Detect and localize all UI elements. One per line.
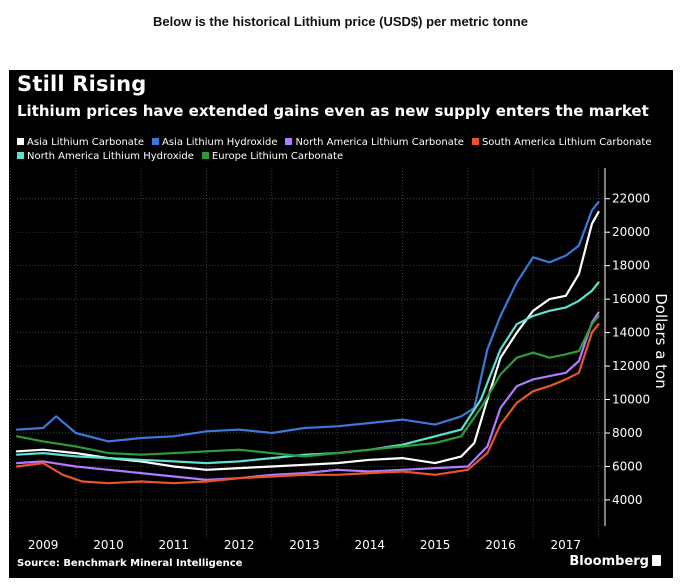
legend-swatch-icon xyxy=(17,152,24,159)
legend-swatch-icon xyxy=(152,138,160,145)
legend-label: North America Lithium Hydroxide xyxy=(27,151,194,162)
chart-panel: 4000 6000 8000 10000 12000 14000 16000 18000 200… xyxy=(9,70,673,578)
brand-name: Bloomberg xyxy=(569,554,649,569)
x-tick-label: 2011 xyxy=(159,538,190,552)
y-tick-label: 14000 xyxy=(612,326,650,340)
legend-label: Asia Lithium Carbonate xyxy=(27,137,145,148)
x-tick-label: 2015 xyxy=(420,538,451,552)
bloomberg-square-icon xyxy=(652,555,661,566)
y-tick-label: 4000 xyxy=(612,493,643,507)
legend-item: North America Lithium Hydroxide xyxy=(17,150,194,164)
series-line-asia-lithium-carbonate xyxy=(15,211,600,471)
x-tick-label: 2009 xyxy=(28,538,59,552)
legend-label: North America Lithium Carbonate xyxy=(295,137,464,148)
y-tick-label: 6000 xyxy=(612,459,643,473)
legend-item: Asia Lithium Hydroxide xyxy=(152,136,277,150)
series-line-south-america-lithium-carbonate xyxy=(15,323,600,485)
series-line-europe-lithium-carbonate xyxy=(15,314,600,458)
legend-label: Europe Lithium Carbonate xyxy=(211,151,344,162)
page-caption: Below is the historical Lithium price (U… xyxy=(153,14,528,29)
x-tick-label: 2013 xyxy=(289,538,320,552)
legend-swatch-icon xyxy=(471,138,479,145)
legend-item: North America Lithium Carbonate xyxy=(285,136,464,150)
legend-swatch-icon xyxy=(17,138,24,145)
chart-title: Still Rising xyxy=(17,72,147,96)
legend-item: Europe Lithium Carbonate xyxy=(201,150,344,164)
line-chart: 4000 6000 8000 10000 12000 14000 16000 18000 200… xyxy=(10,168,670,552)
x-tick-label: 2014 xyxy=(355,538,386,552)
series-line-north-america-lithium-hydroxide xyxy=(15,281,600,465)
legend-label: South America Lithium Carbonate xyxy=(481,137,652,148)
x-tick-label: 2010 xyxy=(93,538,124,552)
y-tick-label: 22000 xyxy=(612,192,650,206)
source-note: Source: Benchmark Mineral Intelligence xyxy=(17,558,243,569)
series-line-asia-lithium-hydroxide xyxy=(15,201,600,443)
y-tick-label: 18000 xyxy=(612,259,650,273)
x-tick-label: 2012 xyxy=(224,538,255,552)
x-tick-label: 2017 xyxy=(551,538,582,552)
brand-logo: Bloomberg xyxy=(569,554,661,569)
legend-item: South America Lithium Carbonate xyxy=(471,136,652,150)
legend-label: Asia Lithium Hydroxide xyxy=(162,137,278,148)
y-tick-label: 8000 xyxy=(612,426,643,440)
legend-swatch-icon xyxy=(201,152,209,159)
legend-swatch-icon xyxy=(285,138,293,145)
chart-subtitle: Lithium prices have extended gains even … xyxy=(17,102,649,120)
legend-item: Asia Lithium Carbonate xyxy=(17,136,144,150)
y-axis-title: Dollars a ton xyxy=(652,293,670,389)
y-tick-label: 16000 xyxy=(612,292,650,306)
series-line-north-america-lithium-carbonate xyxy=(15,311,600,481)
y-tick-label: 12000 xyxy=(612,359,650,373)
y-tick-label: 10000 xyxy=(612,393,650,407)
chart-legend: Asia Lithium Carbonate Asia Lithium Hydro… xyxy=(17,136,667,164)
y-tick-label: 20000 xyxy=(612,225,650,239)
x-tick-label: 2016 xyxy=(485,538,516,552)
